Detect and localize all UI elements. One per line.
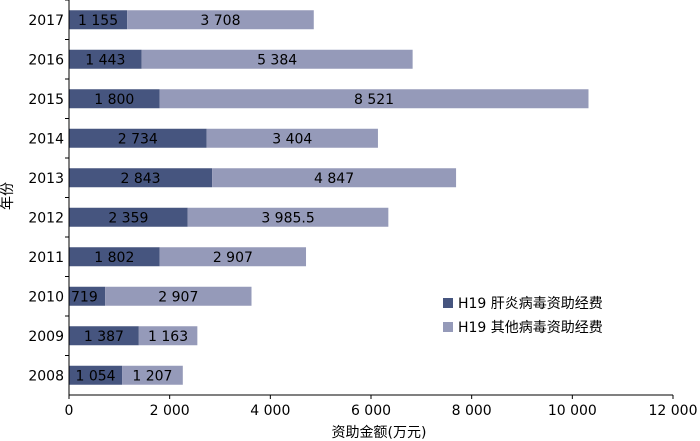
x-tick-label-8000: 8 000 [452,403,492,419]
bar-other-2010 [105,286,252,306]
x-tick-label-2000: 2 000 [150,403,190,419]
axes-layer [65,0,674,399]
x-tick-label-0: 0 [65,403,74,419]
x-axis-title: 资助金额(万元) [332,425,427,441]
bar-label-hepatitis-2009: 1 387 [84,329,124,345]
legend-swatch-hepatitis [443,298,453,308]
bar-label-hepatitis-2010: 719 [71,289,98,305]
bar-hepatitis-2010 [69,286,106,306]
bar-other-2012 [187,207,389,227]
bar-other-2009 [138,326,198,346]
y-tick-label-2008: 2008 [28,368,64,384]
bar-label-hepatitis-2013: 2 843 [121,171,161,187]
x-tick-label-12000: 12 000 [649,403,698,419]
bars-layer [69,10,589,385]
bar-label-other-2014: 3 404 [272,131,312,147]
legend-label-hepatitis: H19 肝炎病毒资助经费 [458,296,603,312]
bar-hepatitis-2014 [69,128,207,148]
y-tick-label-2015: 2015 [28,92,64,108]
x-tick-labels: 0 2 000 4 000 6 000 8 000 10 000 12 000 [65,403,698,419]
x-tick-label-10000: 10 000 [548,403,597,419]
bar-hepatitis-2013 [69,168,213,188]
y-tick-label-2016: 2016 [28,52,64,68]
bar-label-other-2016: 5 384 [257,52,297,68]
bar-label-other-2008: 1 207 [132,368,172,384]
x-tick-label-4000: 4 000 [250,403,290,419]
y-tick-label-2014: 2014 [28,131,64,147]
bar-label-hepatitis-2008: 1 054 [75,368,115,384]
bar-label-other-2012: 3 985.5 [261,210,314,226]
bar-other-2015 [159,89,589,109]
bar-other-2013 [212,168,457,188]
legend: H19 肝炎病毒资助经费 H19 其他病毒资助经费 [443,296,603,336]
y-tick-label-2017: 2017 [28,13,64,29]
y-tick-labels: 2017 2016 2015 2014 2013 2012 2011 2010 2009 2008 [28,13,64,385]
bar-hepatitis-2009 [69,326,139,346]
bar-label-hepatitis-2014: 2 734 [118,131,158,147]
y-tick-label-2009: 2009 [28,329,64,345]
bar-hepatitis-2008 [69,365,123,385]
bar-other-2008 [122,365,183,385]
bar-label-other-2009: 1 163 [148,329,188,345]
bar-label-other-2017: 3 708 [200,13,240,29]
legend-label-other: H19 其他病毒资助经费 [458,320,603,336]
legend-swatch-other [443,322,453,332]
bar-other-2014 [206,128,378,148]
bar-hepatitis-2011 [69,247,160,267]
bar-label-other-2013: 4 847 [314,171,354,187]
bar-hepatitis-2012 [69,207,188,227]
y-tick-label-2010: 2010 [28,289,64,305]
y-tick-label-2011: 2011 [28,250,64,266]
bar-hepatitis-2017 [69,10,128,30]
y-tick-label-2013: 2013 [28,171,64,187]
bar-labels-layer: 1 155 3 708 1 443 5 384 1 800 8 521 2 734 3 404… [71,13,394,385]
bar-hepatitis-2016 [69,49,142,69]
bar-label-hepatitis-2016: 1 443 [85,52,125,68]
bar-label-hepatitis-2017: 1 155 [78,13,118,29]
bar-other-2016 [141,49,413,69]
bar-label-other-2015: 8 521 [354,92,394,108]
bar-hepatitis-2015 [69,89,160,109]
bar-label-hepatitis-2011: 1 802 [94,250,134,266]
y-tick-label-2012: 2012 [28,210,64,226]
bar-other-2011 [159,247,307,267]
x-tick-label-6000: 6 000 [351,403,391,419]
bar-label-hepatitis-2015: 1 800 [94,92,134,108]
y-axis-title: 年份 [0,182,16,210]
bar-label-other-2010: 2 907 [158,289,198,305]
bar-other-2017 [127,10,314,30]
bar-label-hepatitis-2012: 2 359 [108,210,148,226]
bar-label-other-2011: 2 907 [213,250,253,266]
